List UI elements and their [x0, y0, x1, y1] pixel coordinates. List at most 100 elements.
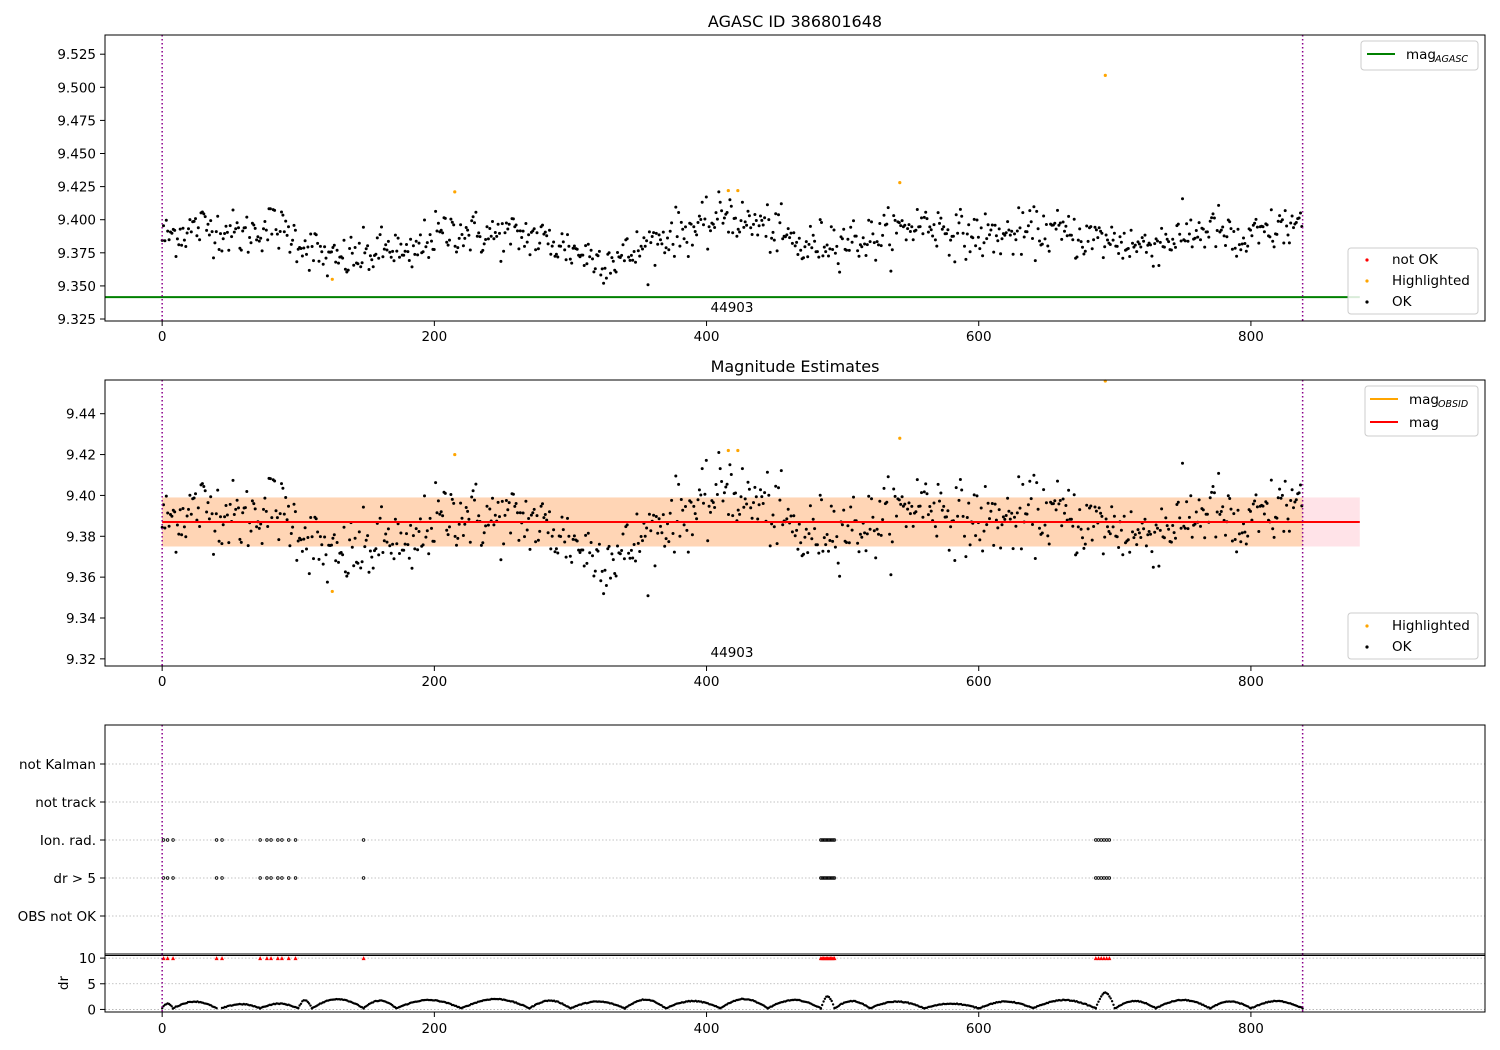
- ok-point: [760, 495, 764, 499]
- ok-point: [541, 502, 544, 506]
- ok-point: [757, 224, 761, 228]
- ok-point: [477, 514, 481, 518]
- dr-clipped-marker: [214, 956, 219, 961]
- ok-point: [425, 241, 429, 245]
- ok-point: [438, 512, 442, 516]
- dr-point: [298, 1004, 301, 1007]
- flag-point: [171, 838, 175, 842]
- ok-point: [1054, 508, 1058, 512]
- dr-point: [297, 1006, 300, 1010]
- ok-point: [988, 233, 991, 237]
- ok-point: [448, 238, 451, 242]
- ok-point: [416, 548, 420, 552]
- y-tick-label: 9.40: [66, 488, 96, 504]
- ok-point: [1065, 518, 1069, 522]
- flag-point: [293, 876, 298, 880]
- flag-point: [258, 838, 262, 842]
- ok-point: [284, 496, 288, 499]
- ok-point: [1014, 524, 1018, 528]
- ok-point: [856, 541, 860, 545]
- ok-point: [305, 252, 308, 256]
- ok-point: [175, 237, 179, 241]
- ok-point: [538, 241, 542, 245]
- ok-point: [278, 230, 282, 233]
- ok-point: [216, 488, 220, 492]
- ok-point: [424, 535, 428, 539]
- ok-point: [890, 540, 894, 544]
- dr-point: [827, 995, 831, 999]
- ok-point: [1218, 512, 1222, 516]
- ok-point: [994, 234, 998, 238]
- ok-point: [331, 536, 335, 540]
- ok-point: [868, 527, 872, 531]
- ok-point: [312, 259, 315, 263]
- ok-point: [1107, 530, 1111, 533]
- ok-point: [1181, 461, 1184, 465]
- ok-point: [793, 534, 797, 538]
- ok-point: [981, 549, 985, 553]
- ok-point: [1089, 225, 1093, 229]
- ok-point: [346, 571, 350, 575]
- ok-point: [765, 470, 769, 474]
- ok-point: [996, 526, 1000, 530]
- ok-point: [690, 243, 694, 247]
- x-tick-label: 0: [158, 329, 167, 345]
- ok-point: [903, 502, 907, 506]
- y-tick-label: 9.475: [57, 113, 96, 129]
- ok-point: [1018, 226, 1022, 230]
- ok-point: [499, 259, 503, 263]
- ok-point: [702, 501, 705, 505]
- ok-point: [384, 532, 388, 536]
- ok-point: [432, 539, 436, 543]
- ok-point: [457, 236, 461, 240]
- ok-point: [1103, 535, 1107, 539]
- ok-point: [994, 518, 998, 522]
- ok-point: [606, 547, 610, 551]
- ok-point: [956, 514, 960, 518]
- ok-point: [757, 503, 761, 507]
- ok-point: [1072, 217, 1076, 221]
- ok-point: [235, 221, 239, 225]
- ok-point: [1229, 227, 1233, 231]
- ok-point: [482, 531, 486, 535]
- ok-point: [885, 222, 889, 226]
- ok-point: [810, 537, 814, 541]
- ok-point: [731, 514, 735, 518]
- legend-label-mag: mag: [1406, 47, 1436, 63]
- ok-point: [679, 220, 683, 224]
- ok-point: [531, 229, 535, 233]
- plot-frame: [104, 34, 1486, 322]
- ok-point: [589, 541, 593, 544]
- ok-point: [414, 527, 418, 531]
- ok-point: [996, 239, 1000, 243]
- ok-point: [446, 533, 450, 537]
- ok-point: [1221, 225, 1225, 229]
- ok-point: [1185, 500, 1189, 504]
- ok-point: [957, 498, 961, 502]
- ok-point: [897, 221, 901, 225]
- ok-point: [281, 213, 285, 217]
- ok-point: [603, 568, 607, 572]
- ok-point: [789, 231, 793, 235]
- ok-point: [727, 513, 730, 516]
- ok-point: [352, 564, 356, 568]
- ok-point: [514, 502, 518, 505]
- legend-label-mag: mag: [1409, 415, 1439, 431]
- ok-point: [985, 237, 989, 241]
- ok-point: [1036, 507, 1040, 511]
- ok-point: [1271, 239, 1275, 243]
- ok-point: [872, 529, 876, 533]
- ok-point: [1111, 525, 1115, 529]
- ok-point: [245, 215, 249, 219]
- ok-point: [492, 523, 496, 527]
- ok-point: [518, 511, 522, 515]
- ok-point: [622, 557, 626, 561]
- ok-point: [1230, 539, 1234, 543]
- ok-point: [342, 525, 346, 529]
- ok-point: [802, 552, 805, 556]
- ok-point: [1139, 245, 1143, 249]
- ok-point: [647, 512, 651, 516]
- ok-point: [385, 540, 389, 544]
- ok-point: [543, 513, 547, 516]
